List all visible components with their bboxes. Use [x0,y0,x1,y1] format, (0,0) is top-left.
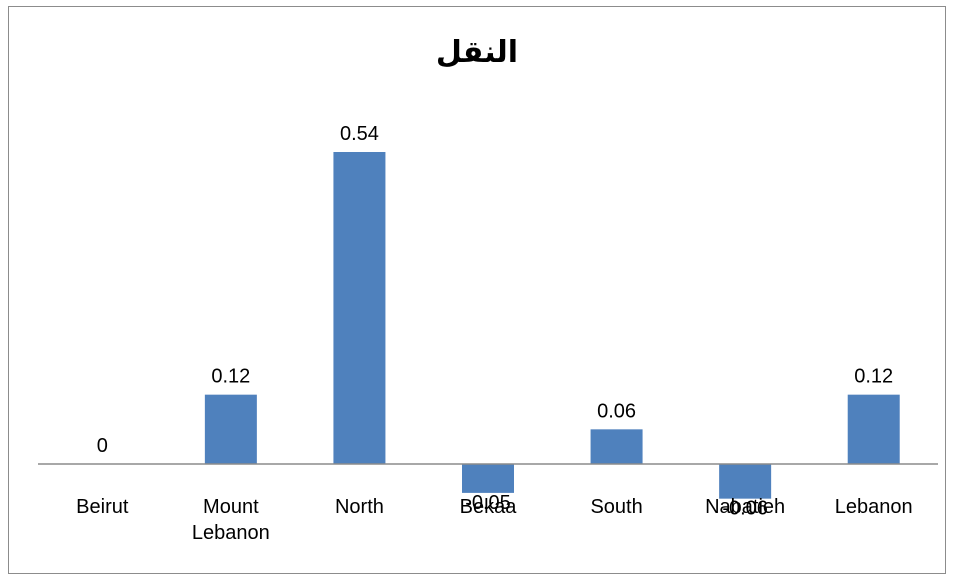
category-label: North [335,496,384,518]
category-label: South [590,496,642,518]
bar-bekaa [462,464,514,493]
data-label: 0 [97,435,108,457]
data-label: 0.12 [854,366,893,388]
bar-lebanon [847,394,900,464]
category-label: Bekaa [460,496,518,518]
data-label: 0.54 [340,123,379,145]
bar-north [333,152,386,464]
data-label: 0.12 [211,366,250,388]
category-label: Mount Lebanon [192,496,270,544]
category-label: Lebanon [835,496,913,518]
bar-nabatieh [719,464,772,499]
data-label: -0.05 [465,492,511,514]
bar-mount-lebanon [204,394,257,464]
data-label: 0.06 [597,400,636,422]
chart-title: النقل [435,35,519,70]
data-label: -0.06 [722,498,768,520]
bar-south [590,429,643,464]
category-label: Nabatieh [705,496,785,518]
category-label: Beirut [76,496,129,518]
